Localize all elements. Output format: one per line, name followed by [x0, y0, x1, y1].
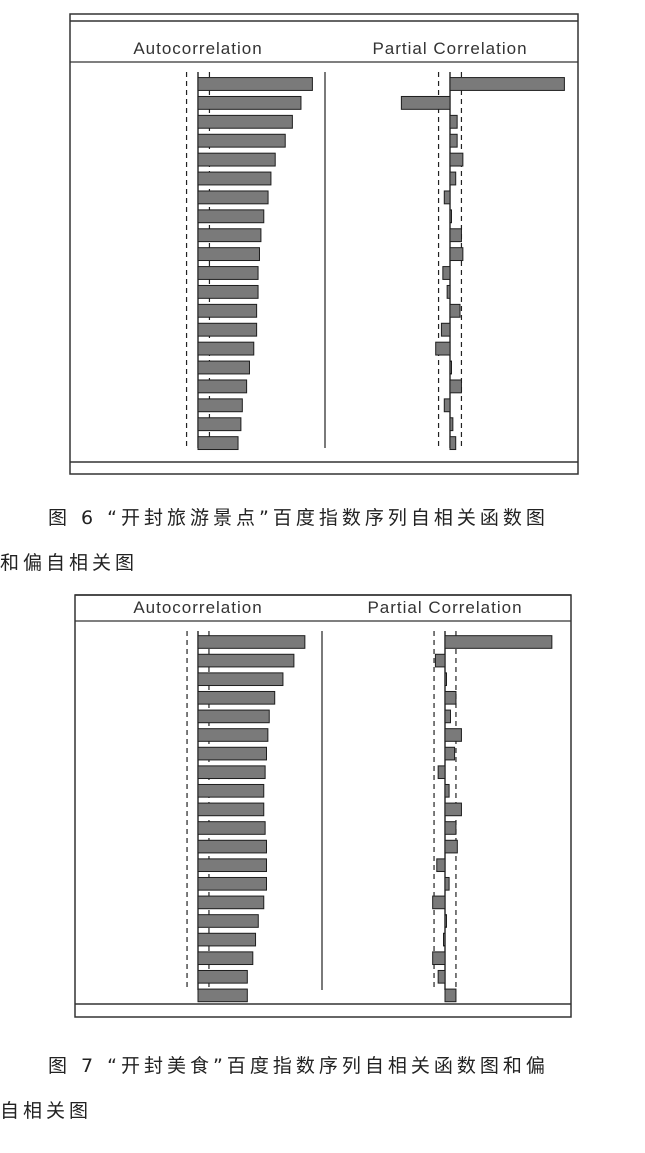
pacf-bar-lag-16: [449, 360, 452, 375]
pacf-bar-lag-6: [444, 728, 462, 742]
pacf-bar-lag-19: [449, 417, 454, 432]
pacf-bar-lag-1: [444, 635, 553, 649]
acf-bar-lag-8: [197, 209, 265, 224]
acf-bar-lag-16: [197, 360, 250, 375]
correlogram-figure-7: Autocorrelation Partial Correlation 图 7 “…: [0, 585, 645, 1122]
pacf-bar-lag-7: [443, 190, 451, 205]
correlogram-figure-6: Autocorrelation Partial Correlation 图 6 “…: [0, 0, 645, 574]
pacf-bar-lag-3: [444, 672, 447, 687]
pacf-bar-lag-9: [444, 783, 450, 798]
pacf-bar-lag-13: [436, 858, 446, 873]
acf-bar-lag-9: [197, 783, 265, 798]
pacf-bar-lag-19: [437, 969, 446, 984]
acf-bar-lag-7: [197, 746, 267, 761]
pacf-bar-lag-9: [449, 228, 462, 243]
acf-bar-lag-2: [197, 95, 302, 110]
autocorrelation-header: Autocorrelation: [133, 39, 262, 58]
pacf-bar-lag-17: [443, 932, 446, 947]
acf-bar-lag-14: [197, 322, 258, 337]
acf-bar-lag-18: [197, 398, 243, 413]
pacf-bar-lag-17: [449, 379, 462, 394]
pacf-bar-lag-16: [444, 914, 447, 928]
pacf-bar-lag-12: [444, 839, 458, 854]
pacf-bar-lag-10: [449, 247, 464, 262]
pacf-bar-lag-5: [449, 152, 464, 167]
acf-bar-lag-6: [197, 728, 269, 742]
correlogram-chart-7: Autocorrelation Partial Correlation: [74, 594, 572, 1018]
acf-bar-lag-20: [197, 436, 239, 451]
acf-bar-lag-13: [197, 303, 258, 318]
acf-bar-lag-2: [197, 653, 295, 668]
acf-bar-lag-4: [197, 690, 276, 705]
figure-caption-line-2: 和偏自相关图: [0, 552, 139, 574]
acf-bar-lag-17: [197, 379, 248, 394]
pacf-bar-lag-18: [432, 951, 446, 966]
acf-bar-lag-11: [197, 821, 266, 835]
chart-frame: [74, 594, 572, 1018]
pacf-bar-lag-4: [444, 690, 457, 705]
pacf-bar-lag-7: [444, 746, 456, 761]
acf-bar-lag-15: [197, 895, 265, 910]
pacf-bar-lag-11: [444, 821, 457, 835]
pacf-bar-lag-6: [449, 171, 457, 186]
pacf-bar-lag-15: [435, 341, 451, 356]
pacf-bar-lag-13: [449, 303, 461, 318]
acf-bar-lag-9: [197, 228, 262, 243]
acf-bar-lag-3: [197, 114, 293, 129]
pacf-bar-lag-11: [442, 266, 451, 280]
acf-bar-lag-10: [197, 802, 265, 817]
acf-bar-lag-19: [197, 969, 248, 984]
pacf-bar-lag-5: [444, 709, 451, 724]
acf-bar-lag-5: [197, 152, 276, 167]
pacf-bar-lag-14: [444, 876, 450, 891]
acf-bar-lag-4: [197, 133, 286, 148]
acf-bar-lag-20: [197, 988, 248, 1003]
pacf-bar-lag-8: [449, 209, 452, 224]
pacf-bar-lag-14: [440, 322, 451, 337]
acf-bar-lag-1: [197, 635, 306, 649]
pacf-bar-lag-20: [449, 436, 457, 451]
acf-bar-lag-10: [197, 247, 260, 262]
acf-bar-lag-17: [197, 932, 257, 947]
partial-correlation-header: Partial Correlation: [367, 598, 522, 617]
acf-bar-lag-6: [197, 171, 272, 186]
acf-bar-lag-18: [197, 951, 254, 966]
correlogram-chart-6: Autocorrelation Partial Correlation: [69, 13, 579, 475]
pacf-bar-lag-20: [444, 988, 457, 1003]
acf-bar-lag-12: [197, 284, 259, 299]
acf-bar-lag-14: [197, 876, 267, 891]
figure-caption-line-1: 图 6 “开封旅游景点”百度指数序列自相关函数图: [48, 507, 549, 529]
acf-bar-lag-11: [197, 266, 259, 280]
acf-bar-lag-8: [197, 765, 266, 780]
figure-caption-line-1: 图 7 “开封美食”百度指数序列自相关函数图和偏: [48, 1055, 549, 1077]
acf-bar-lag-16: [197, 914, 259, 928]
pacf-bar-lag-2: [434, 653, 446, 668]
pacf-bar-lag-2: [400, 95, 451, 110]
acf-bar-lag-19: [197, 417, 242, 432]
pacf-bar-lag-3: [449, 114, 458, 129]
pacf-bar-lag-4: [449, 133, 458, 148]
pacf-bar-lag-12: [446, 284, 451, 299]
figure-caption-line-2: 自相关图: [0, 1100, 93, 1122]
pacf-bar-lag-15: [432, 895, 446, 910]
pacf-bar-lag-18: [443, 398, 451, 413]
pacf-bar-lag-8: [437, 765, 446, 780]
autocorrelation-header: Autocorrelation: [133, 598, 262, 617]
partial-correlation-header: Partial Correlation: [372, 39, 527, 58]
acf-bar-lag-5: [197, 709, 270, 724]
acf-bar-lag-12: [197, 839, 267, 854]
acf-bar-lag-7: [197, 190, 269, 205]
pacf-bar-lag-1: [449, 77, 565, 91]
acf-bar-lag-13: [197, 858, 267, 873]
acf-bar-lag-1: [197, 77, 313, 91]
pacf-bar-lag-10: [444, 802, 462, 817]
acf-bar-lag-3: [197, 672, 284, 687]
acf-bar-lag-15: [197, 341, 255, 356]
